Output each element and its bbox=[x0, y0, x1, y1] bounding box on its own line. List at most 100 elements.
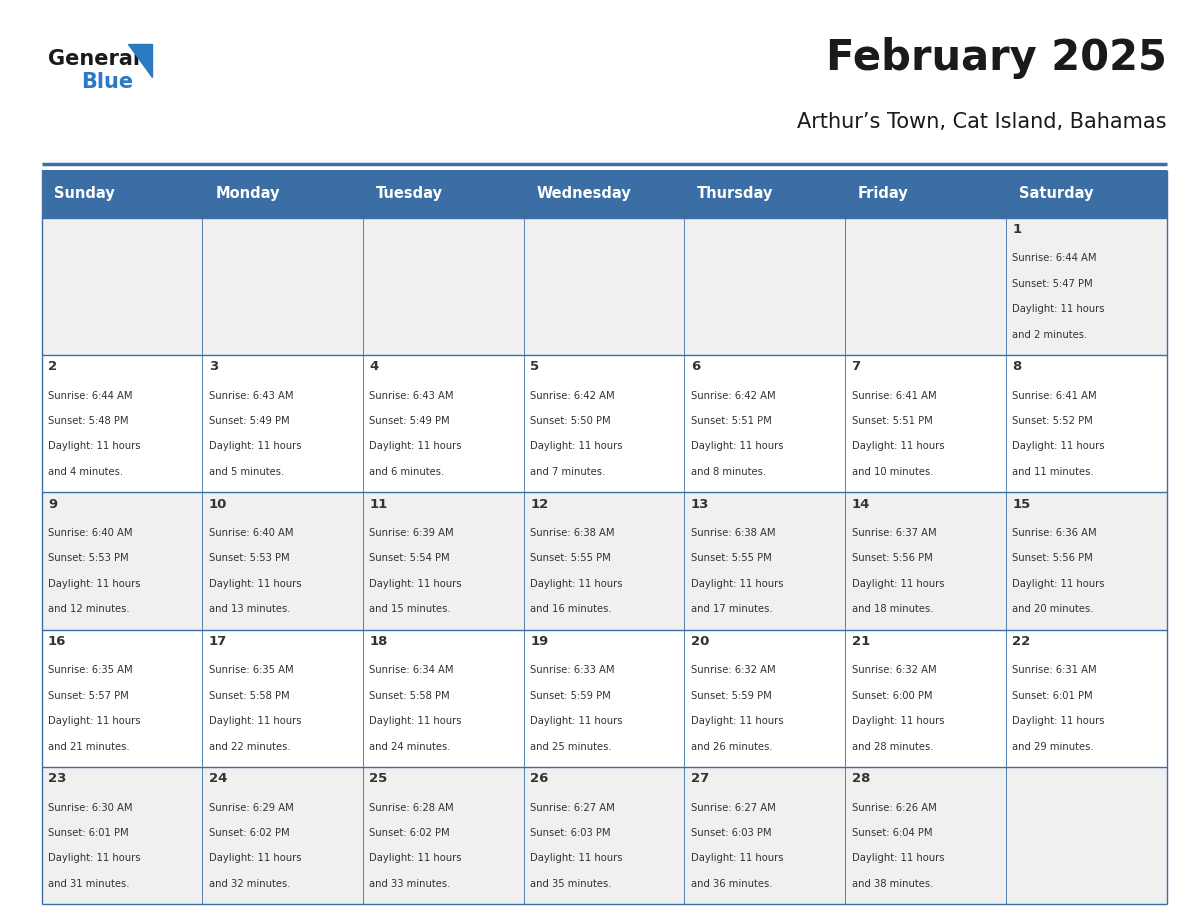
Text: Sunset: 5:48 PM: Sunset: 5:48 PM bbox=[48, 416, 128, 426]
Text: Sunset: 5:50 PM: Sunset: 5:50 PM bbox=[530, 416, 611, 426]
Text: Daylight: 11 hours: Daylight: 11 hours bbox=[1012, 716, 1105, 726]
Text: Sunset: 5:57 PM: Sunset: 5:57 PM bbox=[48, 690, 128, 700]
Text: 11: 11 bbox=[369, 498, 387, 510]
Text: Sunrise: 6:32 AM: Sunrise: 6:32 AM bbox=[691, 666, 776, 676]
Text: and 7 minutes.: and 7 minutes. bbox=[530, 467, 606, 476]
Text: and 32 minutes.: and 32 minutes. bbox=[209, 879, 290, 889]
Text: Daylight: 11 hours: Daylight: 11 hours bbox=[852, 578, 944, 588]
Text: Daylight: 11 hours: Daylight: 11 hours bbox=[369, 442, 462, 452]
Text: Daylight: 11 hours: Daylight: 11 hours bbox=[1012, 578, 1105, 588]
Text: Sunrise: 6:27 AM: Sunrise: 6:27 AM bbox=[691, 802, 776, 812]
Text: Wednesday: Wednesday bbox=[537, 186, 631, 201]
Text: 27: 27 bbox=[691, 772, 709, 786]
Text: 15: 15 bbox=[1012, 498, 1030, 510]
Text: 14: 14 bbox=[852, 498, 870, 510]
Text: Sunrise: 6:42 AM: Sunrise: 6:42 AM bbox=[530, 391, 615, 400]
Text: Daylight: 11 hours: Daylight: 11 hours bbox=[369, 854, 462, 864]
Text: Sunset: 5:49 PM: Sunset: 5:49 PM bbox=[369, 416, 450, 426]
Text: Sunrise: 6:40 AM: Sunrise: 6:40 AM bbox=[209, 528, 293, 538]
Text: 13: 13 bbox=[691, 498, 709, 510]
Text: 5: 5 bbox=[530, 361, 539, 374]
Text: Daylight: 11 hours: Daylight: 11 hours bbox=[369, 578, 462, 588]
Text: 3: 3 bbox=[209, 361, 217, 374]
Text: Daylight: 11 hours: Daylight: 11 hours bbox=[691, 442, 783, 452]
Text: Daylight: 11 hours: Daylight: 11 hours bbox=[209, 578, 302, 588]
Text: Sunset: 6:00 PM: Sunset: 6:00 PM bbox=[852, 690, 933, 700]
Text: Sunset: 5:58 PM: Sunset: 5:58 PM bbox=[369, 690, 450, 700]
Text: 18: 18 bbox=[369, 635, 387, 648]
Text: Sunset: 5:51 PM: Sunset: 5:51 PM bbox=[852, 416, 933, 426]
Text: and 31 minutes.: and 31 minutes. bbox=[48, 879, 129, 889]
Text: 23: 23 bbox=[48, 772, 67, 786]
Text: 2: 2 bbox=[48, 361, 57, 374]
Text: Daylight: 11 hours: Daylight: 11 hours bbox=[209, 716, 302, 726]
Text: Sunset: 5:49 PM: Sunset: 5:49 PM bbox=[209, 416, 290, 426]
Text: Monday: Monday bbox=[215, 186, 279, 201]
Text: and 33 minutes.: and 33 minutes. bbox=[369, 879, 450, 889]
Bar bbox=[364, 170, 524, 218]
Text: Sunrise: 6:37 AM: Sunrise: 6:37 AM bbox=[852, 528, 936, 538]
Text: Sunset: 6:03 PM: Sunset: 6:03 PM bbox=[530, 828, 611, 838]
Bar bbox=[42, 630, 1167, 767]
Text: Sunset: 5:52 PM: Sunset: 5:52 PM bbox=[1012, 416, 1093, 426]
Text: February 2025: February 2025 bbox=[826, 37, 1167, 79]
Bar bbox=[845, 170, 1006, 218]
Text: Sunset: 5:56 PM: Sunset: 5:56 PM bbox=[1012, 554, 1093, 564]
Text: Sunset: 6:04 PM: Sunset: 6:04 PM bbox=[852, 828, 933, 838]
Text: Sunrise: 6:41 AM: Sunrise: 6:41 AM bbox=[852, 391, 936, 400]
Text: Sunrise: 6:43 AM: Sunrise: 6:43 AM bbox=[369, 391, 454, 400]
Text: and 24 minutes.: and 24 minutes. bbox=[369, 742, 451, 752]
Text: Daylight: 11 hours: Daylight: 11 hours bbox=[691, 854, 783, 864]
Text: and 17 minutes.: and 17 minutes. bbox=[691, 604, 772, 614]
Text: Sunrise: 6:36 AM: Sunrise: 6:36 AM bbox=[1012, 528, 1097, 538]
Text: Sunrise: 6:43 AM: Sunrise: 6:43 AM bbox=[209, 391, 293, 400]
Text: Sunrise: 6:44 AM: Sunrise: 6:44 AM bbox=[48, 391, 133, 400]
Text: Sunrise: 6:33 AM: Sunrise: 6:33 AM bbox=[530, 666, 614, 676]
Text: Sunset: 5:58 PM: Sunset: 5:58 PM bbox=[209, 690, 290, 700]
Text: and 4 minutes.: and 4 minutes. bbox=[48, 467, 124, 476]
Text: Sunset: 5:59 PM: Sunset: 5:59 PM bbox=[691, 690, 772, 700]
Text: Sunset: 5:47 PM: Sunset: 5:47 PM bbox=[1012, 279, 1093, 288]
Text: Daylight: 11 hours: Daylight: 11 hours bbox=[48, 442, 140, 452]
Text: Sunset: 6:02 PM: Sunset: 6:02 PM bbox=[209, 828, 290, 838]
Text: Sunrise: 6:29 AM: Sunrise: 6:29 AM bbox=[209, 802, 293, 812]
Bar bbox=[524, 170, 684, 218]
Text: and 36 minutes.: and 36 minutes. bbox=[691, 879, 772, 889]
Text: Daylight: 11 hours: Daylight: 11 hours bbox=[48, 716, 140, 726]
Text: Daylight: 11 hours: Daylight: 11 hours bbox=[852, 716, 944, 726]
Text: Sunset: 5:51 PM: Sunset: 5:51 PM bbox=[691, 416, 772, 426]
Text: and 11 minutes.: and 11 minutes. bbox=[1012, 467, 1094, 476]
Bar bbox=[42, 218, 1167, 355]
Text: Sunrise: 6:32 AM: Sunrise: 6:32 AM bbox=[852, 666, 936, 676]
Text: Blue: Blue bbox=[81, 72, 133, 92]
Text: Sunset: 5:59 PM: Sunset: 5:59 PM bbox=[530, 690, 611, 700]
Text: 1: 1 bbox=[1012, 223, 1022, 236]
Text: Sunset: 6:03 PM: Sunset: 6:03 PM bbox=[691, 828, 771, 838]
Text: and 29 minutes.: and 29 minutes. bbox=[1012, 742, 1094, 752]
Text: 20: 20 bbox=[691, 635, 709, 648]
Text: Sunrise: 6:35 AM: Sunrise: 6:35 AM bbox=[209, 666, 293, 676]
Text: Sunrise: 6:39 AM: Sunrise: 6:39 AM bbox=[369, 528, 454, 538]
Text: and 12 minutes.: and 12 minutes. bbox=[48, 604, 129, 614]
Text: Sunset: 6:01 PM: Sunset: 6:01 PM bbox=[48, 828, 128, 838]
Text: and 20 minutes.: and 20 minutes. bbox=[1012, 604, 1094, 614]
Text: and 15 minutes.: and 15 minutes. bbox=[369, 604, 451, 614]
Text: and 21 minutes.: and 21 minutes. bbox=[48, 742, 129, 752]
Text: Sunset: 5:55 PM: Sunset: 5:55 PM bbox=[691, 554, 772, 564]
Text: and 26 minutes.: and 26 minutes. bbox=[691, 742, 772, 752]
Text: Sunset: 5:54 PM: Sunset: 5:54 PM bbox=[369, 554, 450, 564]
Text: 24: 24 bbox=[209, 772, 227, 786]
Text: Sunrise: 6:35 AM: Sunrise: 6:35 AM bbox=[48, 666, 133, 676]
Text: 8: 8 bbox=[1012, 361, 1022, 374]
Text: Sunrise: 6:42 AM: Sunrise: 6:42 AM bbox=[691, 391, 776, 400]
Text: 9: 9 bbox=[48, 498, 57, 510]
Bar bbox=[202, 170, 364, 218]
Text: Daylight: 11 hours: Daylight: 11 hours bbox=[48, 578, 140, 588]
Text: General: General bbox=[48, 49, 139, 69]
Text: 12: 12 bbox=[530, 498, 549, 510]
Text: Sunday: Sunday bbox=[55, 186, 115, 201]
Text: 28: 28 bbox=[852, 772, 870, 786]
Text: Daylight: 11 hours: Daylight: 11 hours bbox=[530, 578, 623, 588]
Text: 25: 25 bbox=[369, 772, 387, 786]
Text: Sunrise: 6:41 AM: Sunrise: 6:41 AM bbox=[1012, 391, 1097, 400]
